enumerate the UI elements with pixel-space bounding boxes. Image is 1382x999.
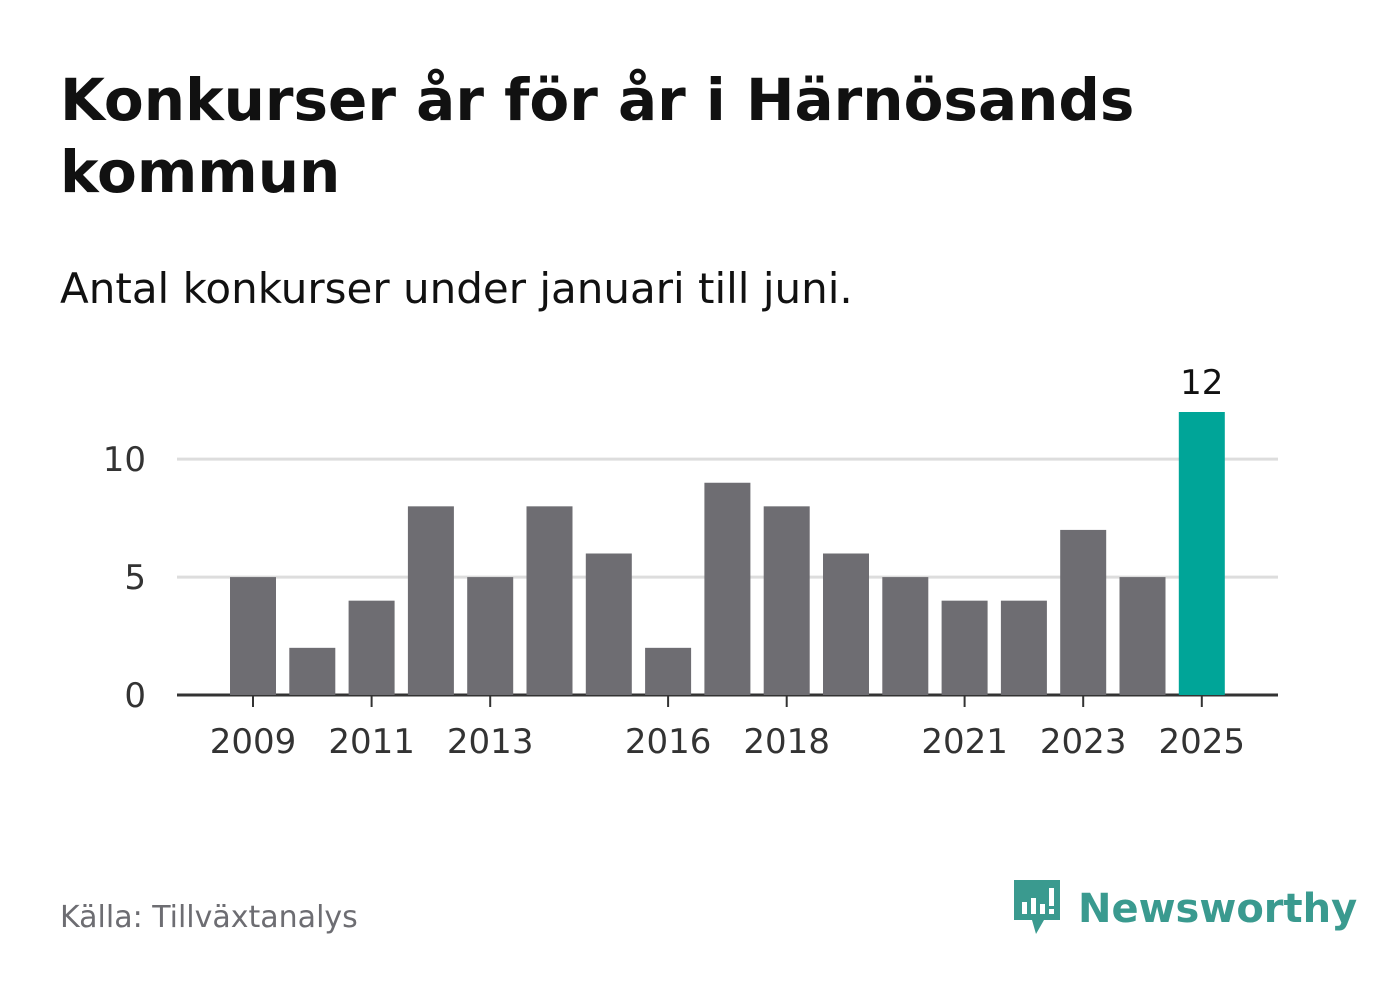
x-axis-ticks: 2009 2011 2013 2016 2018 2021 2023 2025: [210, 695, 1245, 762]
bar-2020: [882, 577, 929, 695]
brand-logo: Newsworthy: [1010, 878, 1357, 940]
chart-title: Konkurser år för år i Härnösands kommun: [60, 66, 1135, 206]
x-tick-label: 2013: [447, 722, 534, 762]
bar-2016: [645, 647, 692, 695]
bar-2010: [289, 647, 336, 695]
bar-2012: [407, 506, 454, 695]
y-axis-ticks: 0 5 10: [103, 440, 146, 716]
bars: [230, 412, 1225, 695]
chart-subtitle: Antal konkurser under januari till juni.: [60, 264, 853, 313]
bar-chart: 0 5 10 2009 2011 2013 2016 2018 2021 2023 2025 12: [103, 363, 1278, 762]
bar-2015: [585, 553, 632, 695]
bar-2009: [230, 577, 276, 695]
bar-2011: [348, 600, 395, 695]
data-labels: 12: [1180, 363, 1223, 403]
bar-2021: [941, 600, 988, 695]
y-tick-label: 0: [124, 676, 146, 716]
bar-2014: [526, 506, 573, 695]
x-tick-label: 2011: [328, 722, 415, 762]
bar-2017: [704, 482, 751, 695]
y-tick-label: 10: [103, 440, 146, 480]
source-note: Källa: Tillväxtanalys: [60, 900, 358, 935]
brand-name: Newsworthy: [1078, 886, 1358, 932]
bar-2024: [1119, 577, 1166, 695]
x-tick-label: 2009: [210, 722, 297, 762]
bar-2013: [467, 577, 514, 695]
x-tick-label: 2025: [1159, 722, 1246, 762]
highlight-value-label: 12: [1180, 363, 1223, 403]
x-tick-label: 2016: [625, 722, 712, 762]
bar-2022: [1000, 600, 1047, 695]
x-tick-label: 2021: [921, 722, 1008, 762]
x-tick-label: 2018: [743, 722, 830, 762]
bar-2023: [1060, 529, 1107, 695]
x-tick-label: 2023: [1040, 722, 1127, 762]
newsworthy-logo-icon: [1010, 876, 1064, 942]
bar-2025: [1178, 412, 1225, 695]
y-tick-label: 5: [124, 558, 146, 598]
bar-2019: [823, 553, 869, 695]
bar-2018: [763, 506, 810, 695]
